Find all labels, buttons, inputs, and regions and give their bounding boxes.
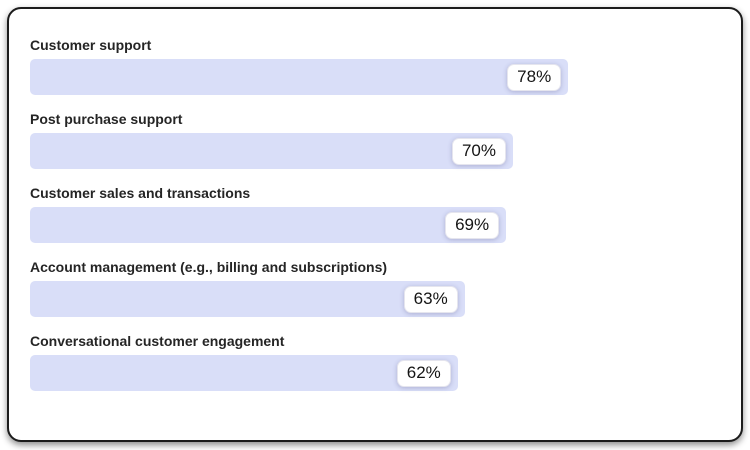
bar-category-label: Customer support <box>30 37 152 53</box>
horizontal-bar-chart: Customer support 78% Post purchase suppo… <box>30 36 720 391</box>
bar-category-label: Conversational customer engagement <box>30 333 285 349</box>
bar: 69% <box>30 207 507 243</box>
bar-row: Customer support 78% <box>30 36 720 95</box>
value-badge: 70% <box>451 137 506 165</box>
bar-row: Account management (e.g., billing and su… <box>30 258 720 317</box>
value-badge: 62% <box>396 359 451 387</box>
bar: 70% <box>30 133 513 169</box>
value-badge: 63% <box>403 285 458 313</box>
bar-category-label: Customer sales and transactions <box>30 185 251 201</box>
value-badge: 78% <box>507 63 562 91</box>
bar: 78% <box>30 59 569 95</box>
bar-category-label: Account management (e.g., billing and su… <box>30 259 388 275</box>
chart-card: Customer support 78% Post purchase suppo… <box>7 7 743 442</box>
bar-category-label: Post purchase support <box>30 111 183 127</box>
bar-row: Customer sales and transactions 69% <box>30 184 720 243</box>
bar-row: Conversational customer engagement 62% <box>30 332 720 391</box>
bar: 63% <box>30 281 465 317</box>
bar: 62% <box>30 355 458 391</box>
value-badge: 69% <box>445 211 500 239</box>
bar-row: Post purchase support 70% <box>30 110 720 169</box>
